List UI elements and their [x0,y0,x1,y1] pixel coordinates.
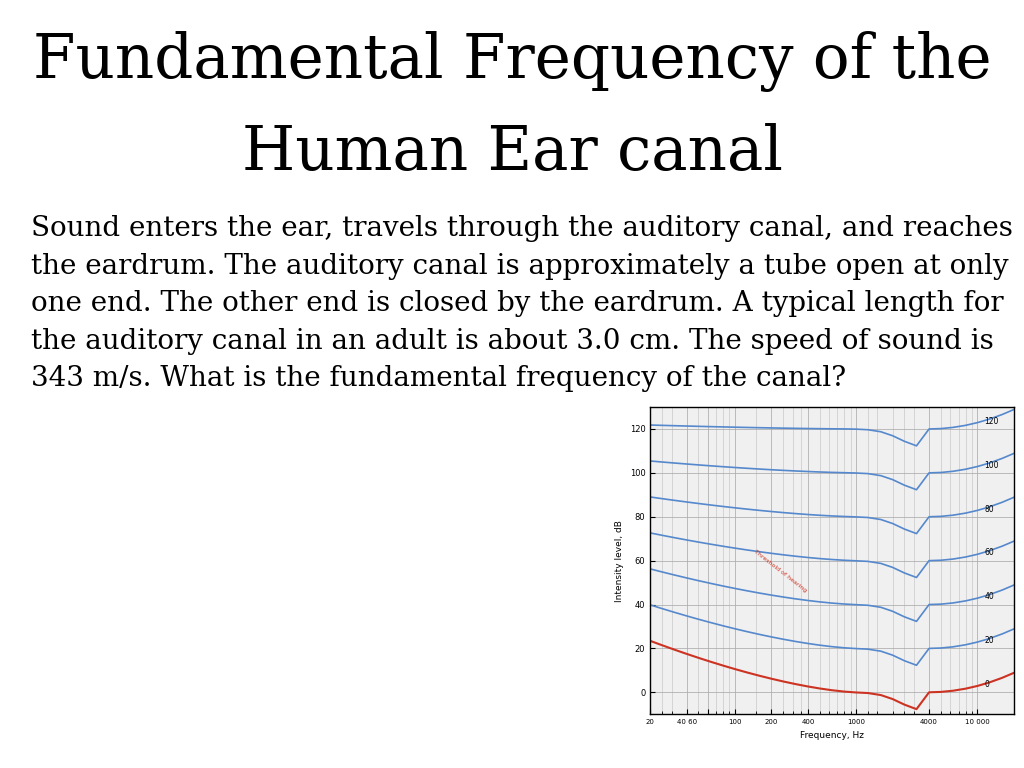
Text: 40: 40 [985,592,994,601]
Text: Fundamental Frequency of the: Fundamental Frequency of the [33,31,991,91]
Y-axis label: Intensity level, dB: Intensity level, dB [615,520,624,601]
Text: 80: 80 [985,505,994,514]
Text: 0: 0 [985,680,989,689]
Text: 120: 120 [985,417,999,425]
Text: Sound enters the ear, travels through the auditory canal, and reaches
the eardru: Sound enters the ear, travels through th… [31,215,1013,392]
X-axis label: Frequency, Hz: Frequency, Hz [800,730,864,740]
Text: Threshold of hearing: Threshold of hearing [753,549,807,594]
Text: Human Ear canal: Human Ear canal [242,123,782,183]
Text: 100: 100 [985,461,999,470]
Text: 60: 60 [985,548,994,558]
Text: 20: 20 [985,636,994,645]
